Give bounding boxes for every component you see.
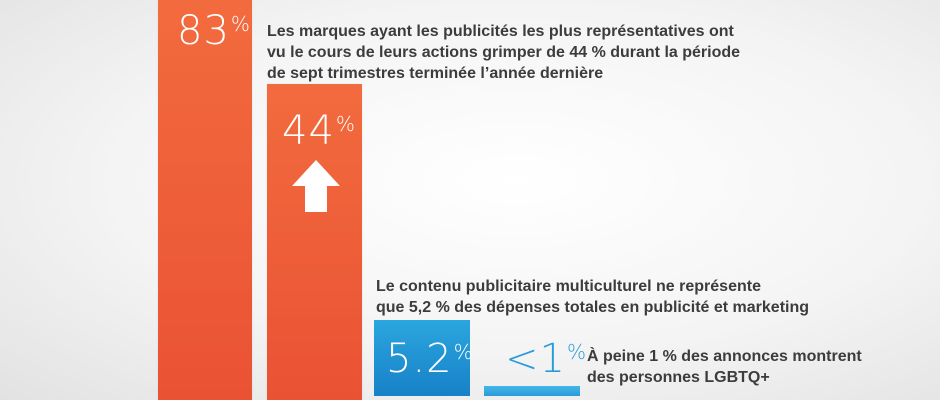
- bar-83-value-label: 83%: [177, 8, 251, 54]
- bar-44-unit: %: [335, 112, 356, 136]
- annotation-44-line-2: vu le cours de leurs actions grimper de …: [267, 44, 741, 61]
- bar-5-2: [374, 320, 470, 396]
- bar-44: [267, 84, 362, 400]
- annotation-5-2: Le contenu publicitaire multiculturel ne…: [376, 276, 809, 318]
- annotation-lt-1-line-1: À peine 1 % des annonces montrent: [587, 348, 862, 365]
- bar-lt-1-value: <1: [505, 336, 566, 382]
- bar-lt-1-unit: %: [566, 340, 587, 364]
- annotation-lt-1-line-2: des personnes LGBTQ+: [587, 369, 770, 386]
- up-arrow-icon: [292, 160, 340, 212]
- annotation-44-line-3: de sept trimestres terminée l’année dern…: [267, 65, 604, 82]
- annotation-5-2-line-2: que 5,2 % des dépenses totales en public…: [376, 299, 810, 316]
- bar-83-value: 83: [177, 8, 230, 54]
- annotation-lt-1: À peine 1 % des annonces montrent des pe…: [587, 346, 862, 388]
- bar-5-2-value-label: 5.2%: [386, 336, 474, 382]
- bar-5-2-value: 5.2: [386, 336, 453, 382]
- bar-44-value: 44: [282, 108, 335, 154]
- bar-lt-1-value-label: <1%: [505, 336, 587, 382]
- annotation-44: Les marques ayant les publicités les plu…: [267, 21, 740, 84]
- annotation-44-line-1: Les marques ayant les publicités les plu…: [267, 23, 734, 40]
- bar-5-2-unit: %: [453, 340, 474, 364]
- bar-44-value-label: 44%: [282, 108, 356, 154]
- bar-lt-1: [484, 386, 580, 396]
- bar-83-unit: %: [230, 12, 251, 36]
- annotation-5-2-line-1: Le contenu publicitaire multiculturel ne…: [376, 278, 761, 295]
- bar-83: [158, 0, 252, 400]
